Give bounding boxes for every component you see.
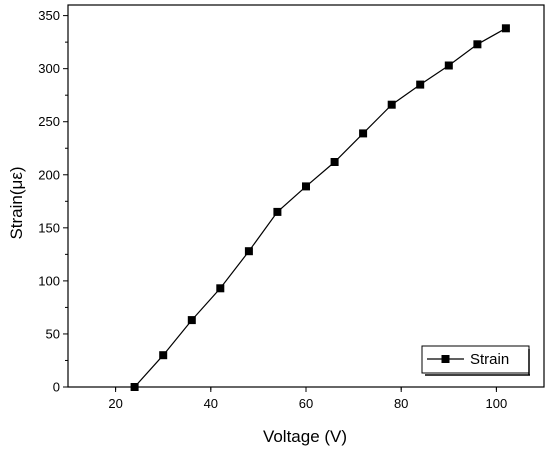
y-tick-label: 50 <box>46 326 60 341</box>
data-point-marker <box>273 207 282 216</box>
y-tick-label: 150 <box>38 220 60 235</box>
data-point-marker <box>473 40 482 49</box>
y-tick-label: 100 <box>38 273 60 288</box>
x-axis: 20 40 60 80 100 <box>108 387 507 411</box>
data-point-marker <box>159 351 168 360</box>
y-tick-label: 300 <box>38 61 60 76</box>
x-tick-label: 80 <box>394 396 408 411</box>
y-axis-title: Strain(με) <box>7 166 26 239</box>
y-tick-label: 350 <box>38 8 60 23</box>
data-point-marker <box>302 182 310 191</box>
y-axis: 0 50 100 150 200 250 300 350 <box>38 8 68 395</box>
data-point-marker <box>387 100 396 109</box>
series-layer <box>130 24 510 391</box>
x-tick-label: 100 <box>486 396 508 411</box>
data-point-marker <box>444 61 453 70</box>
data-point-marker <box>359 129 368 138</box>
legend-label: Strain <box>470 351 509 368</box>
x-tick-label: 40 <box>204 396 218 411</box>
data-point-marker <box>130 383 139 391</box>
legend: Strain <box>421 345 530 376</box>
x-tick-label: 20 <box>108 396 122 411</box>
series-line-strain <box>134 27 507 388</box>
data-point-marker <box>501 24 510 33</box>
data-point-marker <box>187 316 196 325</box>
y-tick-label: 0 <box>53 380 60 395</box>
data-point-marker <box>244 247 253 256</box>
data-point-marker <box>216 284 225 293</box>
plot-frame <box>67 4 545 388</box>
y-tick-label: 250 <box>38 114 60 129</box>
x-tick-label: 60 <box>299 396 313 411</box>
data-point-marker <box>330 158 339 166</box>
plot-border <box>67 4 545 388</box>
data-point-marker <box>416 80 425 89</box>
y-tick-label: 200 <box>38 167 60 182</box>
legend-marker <box>441 355 450 363</box>
x-axis-title: Voltage (V) <box>263 427 347 446</box>
